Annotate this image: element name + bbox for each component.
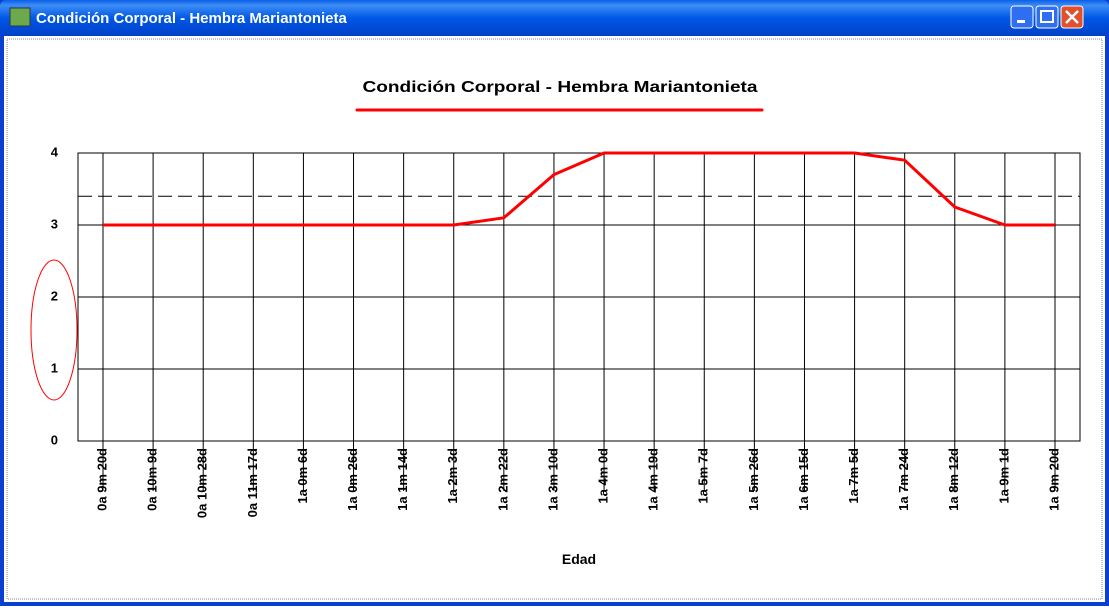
x-tick-label: 1a 9m 1d [996,448,1011,504]
data-line [103,151,1055,227]
x-tick-label: 1a 9m 20d [1046,448,1061,511]
title-bar [0,0,1109,36]
y-tick-label: 3 [51,216,58,231]
x-tick-label: 1a 4m 0d [595,448,610,504]
client-border [6,38,1103,600]
x-tick-label: 1a 7m 24d [896,448,911,511]
window-title: Condición Corporal - Hembra Mariantoniet… [36,10,348,27]
x-tick-label: 0a 9m 20d [94,448,109,511]
x-axis-label: Edad [562,551,596,567]
x-tick-label: 1a 6m 15d [796,448,811,511]
x-tick-label: 0a 10m 9d [145,448,160,511]
x-tick-label: 0a 11m 17d [245,448,260,517]
x-tick-label: 1a 5m 26d [746,448,761,511]
x-tick-label: 1a 2m 22d [495,448,510,511]
client-area [4,36,1105,602]
maximize-glyph [1040,10,1054,23]
y-tick-label: 1 [51,360,58,375]
x-tick-label: 1a 0m 6d [295,448,310,504]
x-tick-label: 1a 0m 26d [345,448,360,511]
x-tick-label: 1a 5m 7d [696,448,711,504]
x-tick-label: 1a 3m 10d [545,448,560,511]
minimize-glyph [1017,20,1025,23]
x-tick-label: 1a 8m 12d [946,448,961,511]
x-tick-label: 0a 10m 28d [195,448,210,518]
y-tick-label: 2 [51,288,58,303]
app-icon [9,7,31,27]
x-tick-label: 1a 1m 14d [395,448,410,511]
y-tick-label: 4 [51,144,59,159]
y-tick-label: 0 [51,432,58,447]
maximize-button[interactable] [1035,5,1059,29]
x-tick-label: 1a 4m 19d [646,448,661,511]
minimize-button[interactable] [1010,5,1034,29]
chart-title: Condición Corporal - Hembra Mariantoniet… [363,79,758,96]
highlight-ellipse [30,259,78,401]
x-tick-label: 1a 7m 5d [846,448,861,504]
close-glyph [1065,10,1079,24]
x-tick-label: 1a 2m 3d [445,448,460,504]
